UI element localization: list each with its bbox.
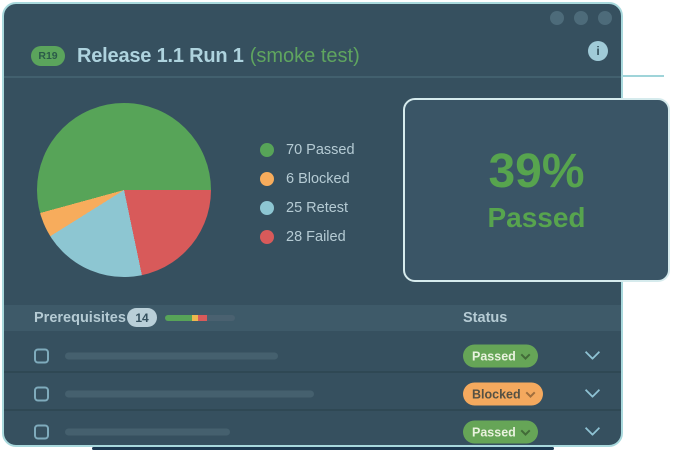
row-title-placeholder (65, 352, 278, 360)
run-id-badge: R19 (31, 46, 65, 66)
table-row: Passed (4, 413, 621, 450)
legend-label: 28 Failed (286, 228, 346, 245)
legend-dot-icon (260, 229, 274, 244)
prerequisites-label: Prerequisites (34, 310, 126, 326)
progress-segment (198, 315, 208, 321)
progress-segment (207, 315, 235, 321)
chevron-down-icon (584, 420, 601, 437)
row-divider (4, 371, 621, 373)
legend-item-failed: 28 Failed (260, 222, 355, 251)
prerequisites-header-row: Prerequisites 14 Status (4, 305, 621, 331)
window-dot-icon[interactable] (574, 11, 588, 25)
legend-item-blocked: 6 Blocked (260, 164, 355, 193)
info-icon[interactable]: i (588, 41, 608, 61)
legend-dot-icon (260, 171, 274, 186)
expand-row-button[interactable] (584, 344, 601, 363)
prerequisites-count-badge: 14 (127, 308, 157, 327)
status-dropdown[interactable]: Passed (463, 420, 538, 444)
window-dot-icon[interactable] (598, 11, 612, 25)
pass-label: Passed (487, 202, 586, 233)
expand-row-button[interactable] (584, 382, 601, 401)
expand-row-button[interactable] (584, 420, 601, 439)
header-divider (4, 76, 621, 78)
chevron-down-icon (584, 344, 601, 361)
row-title-placeholder (65, 390, 314, 398)
window-shadow (92, 447, 554, 450)
row-divider (4, 409, 621, 411)
table-row: Blocked (4, 375, 621, 413)
results-pie-chart (37, 103, 211, 277)
page-subtitle: (smoke test) (249, 44, 360, 67)
status-label: Passed (472, 349, 516, 363)
status-label: Blocked (472, 387, 521, 401)
legend-dot-icon (260, 200, 274, 215)
status-dropdown[interactable]: Passed (463, 344, 538, 368)
chevron-down-icon (525, 387, 536, 398)
window-controls (550, 11, 612, 25)
run-header: R19 Release 1.1 Run 1 (smoke test) (31, 43, 360, 69)
row-checkbox[interactable] (34, 424, 49, 440)
progress-segment (192, 315, 199, 321)
chevron-down-icon (520, 349, 531, 360)
legend-label: 6 Blocked (286, 170, 350, 187)
row-title-placeholder (65, 428, 230, 436)
backdrop-line (623, 75, 664, 77)
status-column-header: Status (463, 310, 508, 326)
chevron-down-icon (520, 425, 531, 436)
app-window: R19 Release 1.1 Run 1 (smoke test) i 70 … (2, 2, 623, 447)
legend-dot-icon (260, 142, 274, 157)
legend-label: 70 Passed (286, 141, 355, 158)
status-label: Passed (472, 425, 516, 439)
window-dot-icon[interactable] (550, 11, 564, 25)
status-dropdown[interactable]: Blocked (463, 382, 543, 406)
progress-segment (165, 315, 193, 321)
row-checkbox[interactable] (34, 348, 49, 364)
chart-legend: 70 Passed 6 Blocked 25 Retest 28 Failed (260, 135, 355, 251)
table-row: Passed (4, 337, 621, 375)
page-title: Release 1.1 Run 1 (77, 44, 244, 67)
summary-card: 39% Passed (403, 98, 670, 282)
legend-item-passed: 70 Passed (260, 135, 355, 164)
legend-item-retest: 25 Retest (260, 193, 355, 222)
prerequisites-progress-bar (165, 315, 235, 321)
chevron-down-icon (584, 382, 601, 399)
pass-percentage: 39% (488, 145, 585, 198)
legend-label: 25 Retest (286, 199, 349, 216)
row-checkbox[interactable] (34, 386, 49, 402)
